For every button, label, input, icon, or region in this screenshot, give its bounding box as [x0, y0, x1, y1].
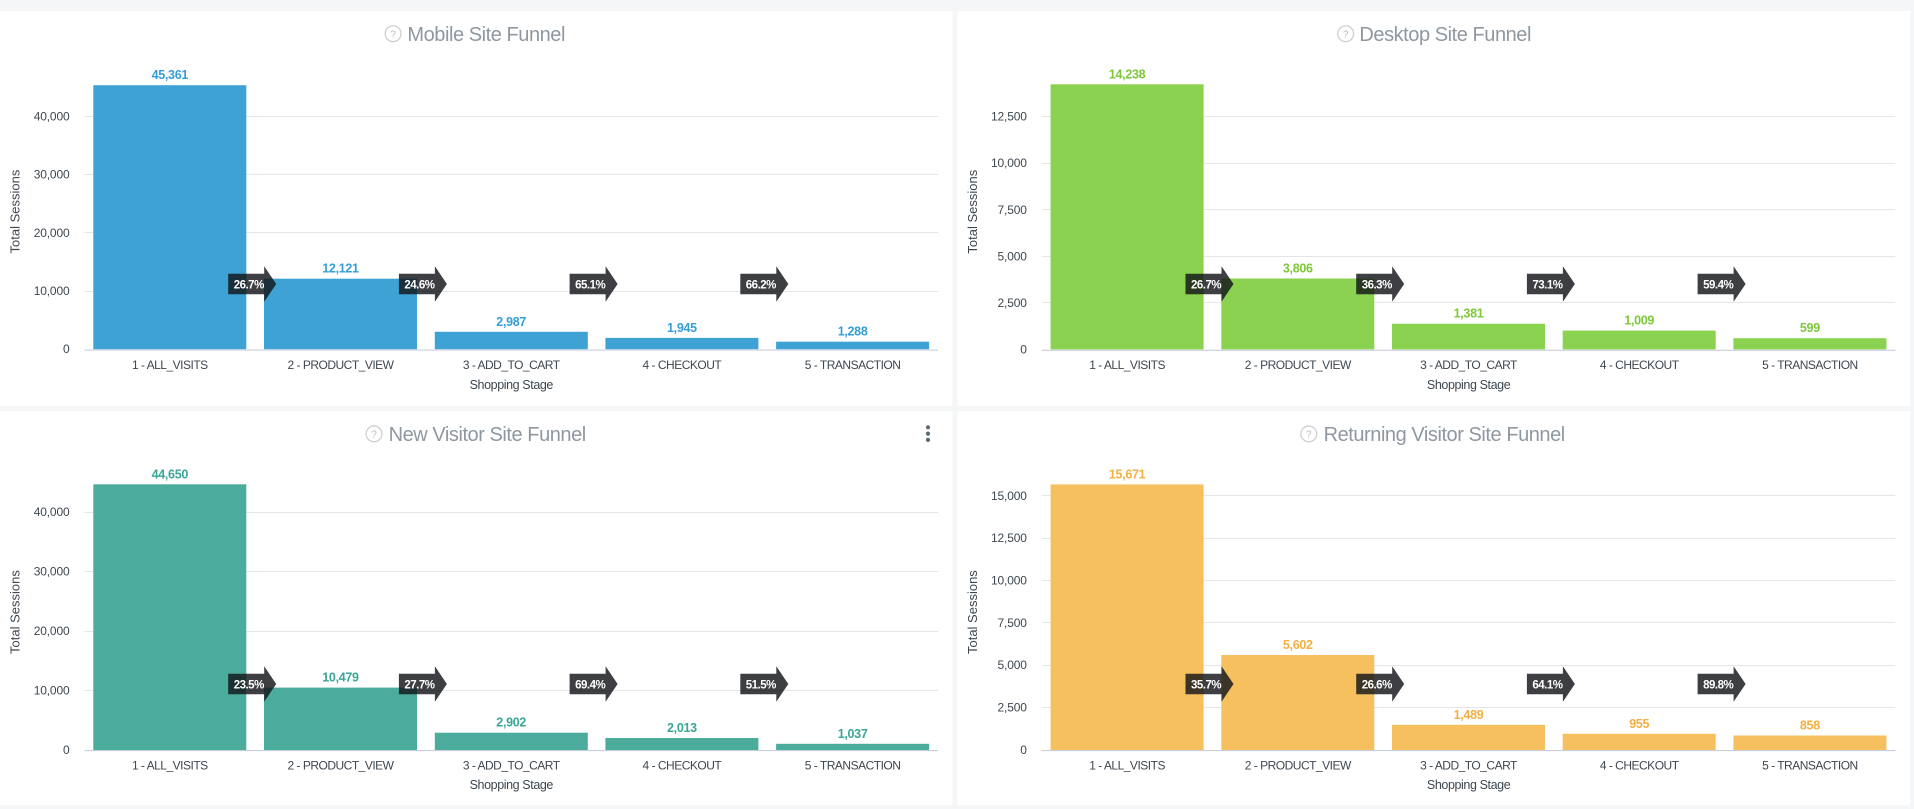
svg-text:66.2%: 66.2% [746, 280, 776, 292]
svg-text:65.1%: 65.1% [575, 280, 605, 292]
svg-text:26.6%: 26.6% [1362, 680, 1392, 692]
svg-text:3 - ADD_TO_CART: 3 - ADD_TO_CART [1420, 758, 1518, 772]
svg-text:24.6%: 24.6% [404, 280, 434, 292]
svg-text:4 - CHECKOUT: 4 - CHECKOUT [643, 358, 723, 372]
svg-text:2,902: 2,902 [496, 716, 526, 730]
svg-text:858: 858 [1800, 719, 1820, 733]
svg-text:10,000: 10,000 [991, 156, 1027, 170]
svg-text:5 - TRANSACTION: 5 - TRANSACTION [805, 758, 901, 772]
svg-text:Returning Visitor Site Funnel: Returning Visitor Site Funnel [1324, 424, 1565, 446]
svg-text:3 - ADD_TO_CART: 3 - ADD_TO_CART [463, 358, 561, 372]
svg-text:1,037: 1,037 [838, 727, 868, 741]
svg-text:30,000: 30,000 [34, 168, 70, 182]
svg-text:955: 955 [1629, 717, 1649, 731]
svg-text:Shopping Stage: Shopping Stage [470, 378, 554, 392]
svg-text:2,500: 2,500 [998, 701, 1028, 715]
svg-text:12,121: 12,121 [322, 262, 359, 276]
svg-text:64.1%: 64.1% [1532, 680, 1562, 692]
svg-text:40,000: 40,000 [34, 505, 70, 519]
svg-text:10,000: 10,000 [34, 684, 70, 698]
svg-text:1,288: 1,288 [838, 325, 868, 339]
svg-text:7,500: 7,500 [998, 203, 1028, 217]
svg-text:Total Sessions: Total Sessions [965, 570, 980, 654]
svg-text:599: 599 [1800, 321, 1820, 335]
svg-text:45,361: 45,361 [152, 68, 189, 82]
svg-text:7,500: 7,500 [998, 616, 1028, 630]
svg-text:3,806: 3,806 [1283, 262, 1313, 276]
svg-text:0: 0 [63, 342, 70, 356]
svg-text:5,000: 5,000 [998, 249, 1028, 263]
svg-text:20,000: 20,000 [34, 226, 70, 240]
svg-text:26.7%: 26.7% [1191, 280, 1221, 292]
svg-text:1 - ALL_VISITS: 1 - ALL_VISITS [132, 758, 208, 772]
svg-text:Total Sessions: Total Sessions [965, 169, 980, 253]
svg-text:2 - PRODUCT_VIEW: 2 - PRODUCT_VIEW [287, 358, 394, 372]
svg-text:?: ? [1343, 30, 1349, 41]
svg-text:?: ? [371, 430, 377, 441]
svg-text:5 - TRANSACTION: 5 - TRANSACTION [1762, 358, 1858, 372]
svg-text:15,671: 15,671 [1109, 467, 1146, 481]
svg-text:1,009: 1,009 [1624, 314, 1654, 328]
svg-text:3 - ADD_TO_CART: 3 - ADD_TO_CART [1420, 358, 1518, 372]
svg-text:?: ? [390, 30, 396, 41]
svg-text:5,602: 5,602 [1283, 638, 1313, 652]
svg-text:4 - CHECKOUT: 4 - CHECKOUT [1600, 358, 1680, 372]
svg-text:14,238: 14,238 [1109, 67, 1146, 81]
svg-text:1 - ALL_VISITS: 1 - ALL_VISITS [132, 358, 208, 372]
svg-text:Total Sessions: Total Sessions [8, 570, 23, 654]
svg-text:2 - PRODUCT_VIEW: 2 - PRODUCT_VIEW [287, 758, 394, 772]
svg-text:5,000: 5,000 [998, 658, 1028, 672]
svg-text:89.8%: 89.8% [1703, 680, 1733, 692]
svg-text:26.7%: 26.7% [234, 280, 264, 292]
svg-text:36.3%: 36.3% [1362, 280, 1392, 292]
svg-text:5 - TRANSACTION: 5 - TRANSACTION [1762, 758, 1858, 772]
svg-text:15,000: 15,000 [991, 489, 1027, 503]
svg-text:12,500: 12,500 [991, 531, 1027, 545]
svg-text:1 - ALL_VISITS: 1 - ALL_VISITS [1089, 758, 1165, 772]
svg-text:Total Sessions: Total Sessions [8, 169, 23, 253]
svg-text:1,489: 1,489 [1454, 708, 1484, 722]
svg-text:27.7%: 27.7% [404, 680, 434, 692]
svg-text:10,000: 10,000 [991, 574, 1027, 588]
svg-text:Desktop Site Funnel: Desktop Site Funnel [1359, 24, 1531, 46]
svg-text:59.4%: 59.4% [1703, 280, 1733, 292]
svg-text:1,945: 1,945 [667, 321, 697, 335]
svg-text:12,500: 12,500 [991, 110, 1027, 124]
svg-text:20,000: 20,000 [34, 624, 70, 638]
svg-text:2,500: 2,500 [998, 296, 1028, 310]
svg-text:69.4%: 69.4% [575, 680, 605, 692]
svg-text:4 - CHECKOUT: 4 - CHECKOUT [643, 758, 723, 772]
svg-text:73.1%: 73.1% [1532, 280, 1562, 292]
svg-text:0: 0 [1020, 342, 1027, 356]
svg-text:Shopping Stage: Shopping Stage [470, 778, 554, 792]
svg-text:2,987: 2,987 [496, 315, 526, 329]
svg-text:New Visitor Site Funnel: New Visitor Site Funnel [389, 424, 586, 446]
svg-text:Mobile Site Funnel: Mobile Site Funnel [407, 24, 565, 46]
svg-text:23.5%: 23.5% [234, 680, 264, 692]
svg-text:4 - CHECKOUT: 4 - CHECKOUT [1600, 758, 1680, 772]
svg-text:35.7%: 35.7% [1191, 680, 1221, 692]
svg-text:2,013: 2,013 [667, 721, 697, 735]
svg-text:5 - TRANSACTION: 5 - TRANSACTION [805, 358, 901, 372]
svg-text:10,479: 10,479 [322, 671, 359, 685]
svg-text:10,000: 10,000 [34, 284, 70, 298]
svg-text:Shopping Stage: Shopping Stage [1427, 378, 1511, 392]
svg-text:44,650: 44,650 [152, 467, 189, 481]
svg-text:Shopping Stage: Shopping Stage [1427, 778, 1511, 792]
svg-text:40,000: 40,000 [34, 109, 70, 123]
svg-text:51.5%: 51.5% [746, 680, 776, 692]
svg-text:30,000: 30,000 [34, 565, 70, 579]
svg-text:2 - PRODUCT_VIEW: 2 - PRODUCT_VIEW [1245, 758, 1352, 772]
svg-text:3 - ADD_TO_CART: 3 - ADD_TO_CART [463, 758, 561, 772]
svg-text:0: 0 [63, 743, 70, 757]
svg-text:2 - PRODUCT_VIEW: 2 - PRODUCT_VIEW [1245, 358, 1352, 372]
svg-text:1 - ALL_VISITS: 1 - ALL_VISITS [1089, 358, 1165, 372]
svg-text:0: 0 [1020, 743, 1027, 757]
svg-text:?: ? [1306, 430, 1312, 441]
svg-text:1,381: 1,381 [1454, 307, 1484, 321]
